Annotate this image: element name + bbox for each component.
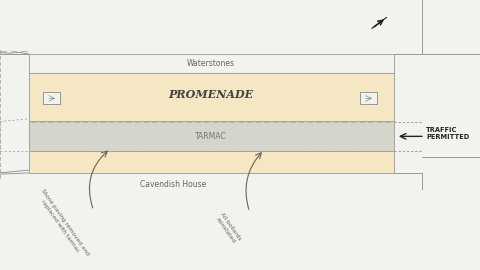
Bar xyxy=(29,73,394,122)
Bar xyxy=(29,122,394,151)
Bar xyxy=(43,92,60,104)
Text: TARMAC: TARMAC xyxy=(195,132,227,141)
Bar xyxy=(360,92,377,104)
Text: TRAFFIC
PERMITTED: TRAFFIC PERMITTED xyxy=(426,127,469,140)
Text: Waterstones: Waterstones xyxy=(187,59,235,68)
Bar xyxy=(29,151,394,173)
Text: All bollards
reinstated: All bollards reinstated xyxy=(214,212,242,245)
Text: PROMENADE: PROMENADE xyxy=(168,89,254,100)
Bar xyxy=(29,54,394,73)
Text: Stone paving removed and
replaced with tarmac: Stone paving removed and replaced with t… xyxy=(35,188,90,260)
Text: Cavendish House: Cavendish House xyxy=(140,180,206,190)
